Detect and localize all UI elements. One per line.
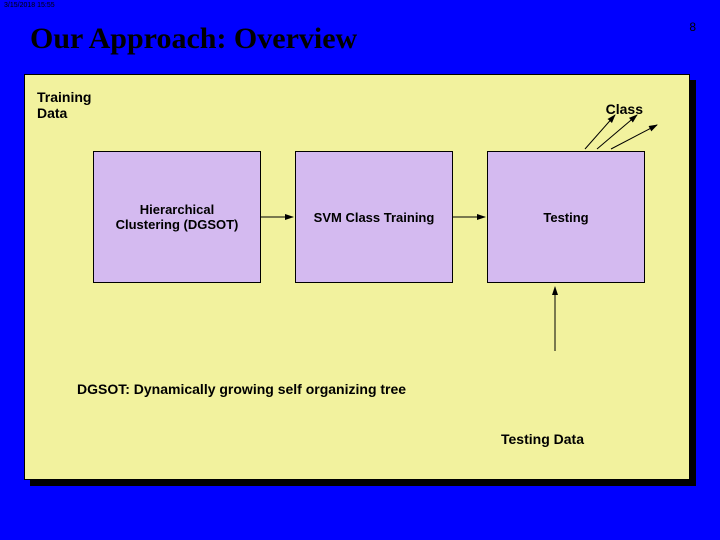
box-svm-training: SVM Class Training xyxy=(295,151,453,283)
box-testing: Testing xyxy=(487,151,645,283)
page-title: Our Approach: Overview xyxy=(30,22,357,56)
training-data-label: Training Data xyxy=(37,89,91,121)
testing-data-label: Testing Data xyxy=(501,431,584,447)
box-svm-text: SVM Class Training xyxy=(314,210,435,225)
timestamp: 3/15/2018 15:55 xyxy=(4,2,55,9)
page-number: 8 xyxy=(689,20,696,34)
box-hierarchical-clustering: Hierarchical Clustering (DGSOT) xyxy=(93,151,261,283)
diagram-panel: Training Data Class Hierarchical Cluster… xyxy=(24,74,690,480)
dgsot-caption: DGSOT: Dynamically growing self organizi… xyxy=(77,381,406,397)
box-hc-text: Hierarchical Clustering (DGSOT) xyxy=(116,202,239,232)
class-label: Class xyxy=(606,101,643,117)
slide-root: 3/15/2018 15:55 Our Approach: Overview 8… xyxy=(0,0,720,540)
box-testing-text: Testing xyxy=(543,210,588,225)
